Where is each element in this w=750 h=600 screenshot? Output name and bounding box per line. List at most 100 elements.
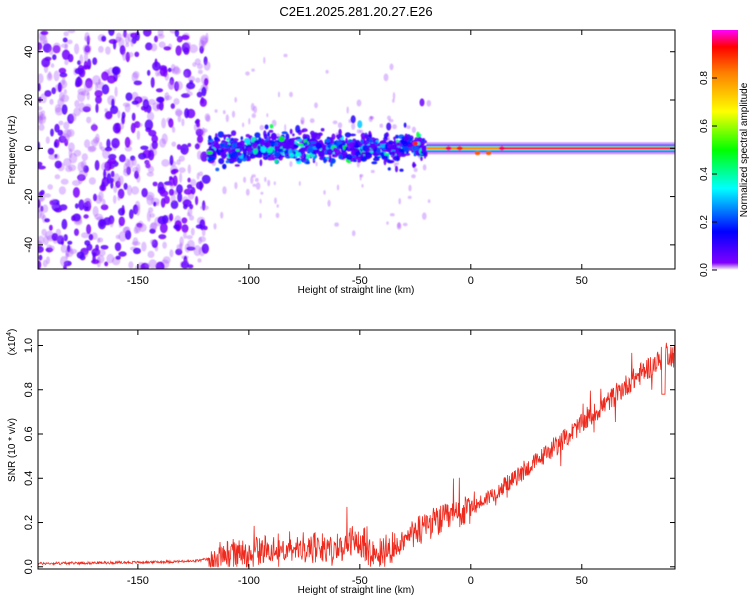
noise-blob [168, 188, 175, 196]
echo-blob [219, 143, 225, 148]
line-blip [485, 151, 492, 156]
noise-blob [38, 208, 42, 219]
noise-blob [198, 237, 203, 245]
x-tick-label: -100 [238, 275, 260, 287]
echo-blob [258, 136, 262, 143]
noise-blob [171, 141, 177, 147]
noise-blob [93, 193, 97, 202]
noise-blob [138, 223, 147, 233]
speckle-blob [255, 182, 261, 190]
speckle-blob [422, 212, 427, 220]
noise-blob [81, 232, 89, 239]
echo-blob [395, 165, 398, 173]
noise-blob [196, 91, 203, 98]
noise-blob [68, 248, 78, 254]
x-tick-label: -150 [127, 575, 149, 587]
noise-blob [155, 88, 164, 93]
noise-blob [71, 215, 76, 222]
noise-blob [71, 180, 81, 186]
spectrogram-x-axis-label: Height of straight line (km) [298, 285, 415, 296]
noise-blob [147, 69, 151, 76]
colorbar: 0.0 0.2 0.4 0.6 0.8 Normalized spectral ampl… [699, 30, 750, 277]
echo-blob [273, 151, 280, 158]
noise-blob [125, 92, 133, 101]
echo-blob [345, 137, 348, 144]
echo-blob [387, 167, 391, 171]
noise-blob [122, 102, 131, 108]
echo-blob [293, 144, 299, 148]
noise-blob [110, 170, 115, 178]
noise-blob [196, 150, 202, 160]
speckle-blob [398, 198, 402, 205]
echo-blob [370, 143, 376, 150]
noise-blob [38, 106, 43, 111]
noise-blob [98, 237, 104, 243]
echo-blob [206, 150, 213, 155]
noise-blob [68, 152, 78, 164]
echo-blob [367, 134, 372, 138]
noise-blob [48, 46, 54, 56]
speckle-blob [411, 126, 416, 133]
noise-blob [111, 98, 115, 109]
speckle-blob [336, 184, 340, 191]
speckle-blob [289, 91, 293, 98]
noise-blob [161, 117, 167, 129]
noise-blob [95, 244, 99, 251]
speckle-blob [242, 122, 245, 128]
speckle-blob [332, 120, 338, 125]
noise-blob [42, 204, 49, 213]
echo-blob [350, 115, 356, 124]
noise-blob [38, 235, 45, 246]
echo-blob [357, 159, 362, 163]
noise-blob [136, 130, 141, 140]
noise-blob [198, 171, 204, 177]
noise-blob [115, 255, 121, 260]
line-blip [412, 141, 419, 146]
noise-blob [133, 80, 142, 86]
y-tick-label: 40 [23, 46, 35, 58]
noise-blob [88, 233, 94, 241]
noise-blob [84, 139, 91, 149]
echo-blob [310, 130, 315, 136]
noise-blob [74, 203, 79, 209]
noise-blob [168, 118, 174, 128]
noise-blob [158, 101, 164, 111]
speckle-blob [389, 213, 395, 217]
noise-blob [184, 71, 188, 78]
echo-blob [292, 146, 295, 151]
noise-blob [50, 128, 54, 137]
noise-blob [98, 191, 104, 202]
echo-blob [342, 142, 346, 146]
noise-blob [91, 122, 97, 132]
echo-blob [386, 122, 392, 131]
noise-blob [179, 242, 183, 252]
y-tick-label: 1.0 [23, 338, 35, 353]
echo-blob [349, 133, 357, 137]
echo-blob [289, 128, 293, 135]
noise-blob [83, 81, 93, 92]
noise-blob [108, 153, 117, 160]
noise-blob [78, 67, 86, 78]
noise-blob [76, 251, 85, 259]
noise-blob [38, 245, 44, 253]
noise-blob [111, 66, 121, 76]
noise-blob [195, 118, 200, 124]
echo-blob [348, 141, 356, 148]
noise-blob [67, 30, 76, 34]
x-tick-label: 50 [576, 575, 588, 587]
noise-blob [157, 181, 165, 192]
speckle-blob [275, 212, 280, 219]
echo-blob [392, 156, 398, 161]
noise-blob [158, 234, 167, 240]
line-blip [456, 146, 463, 151]
noise-blob [183, 41, 191, 47]
speckle-blob [327, 199, 331, 207]
y-tick-label: 0.2 [23, 515, 35, 530]
speckle-blob [284, 124, 287, 132]
noise-blob [133, 247, 141, 255]
noise-blob [74, 100, 80, 108]
line-blip [498, 146, 505, 151]
speckle-blob [392, 124, 397, 130]
noise-blob [40, 93, 47, 104]
echo-blob [354, 151, 361, 156]
